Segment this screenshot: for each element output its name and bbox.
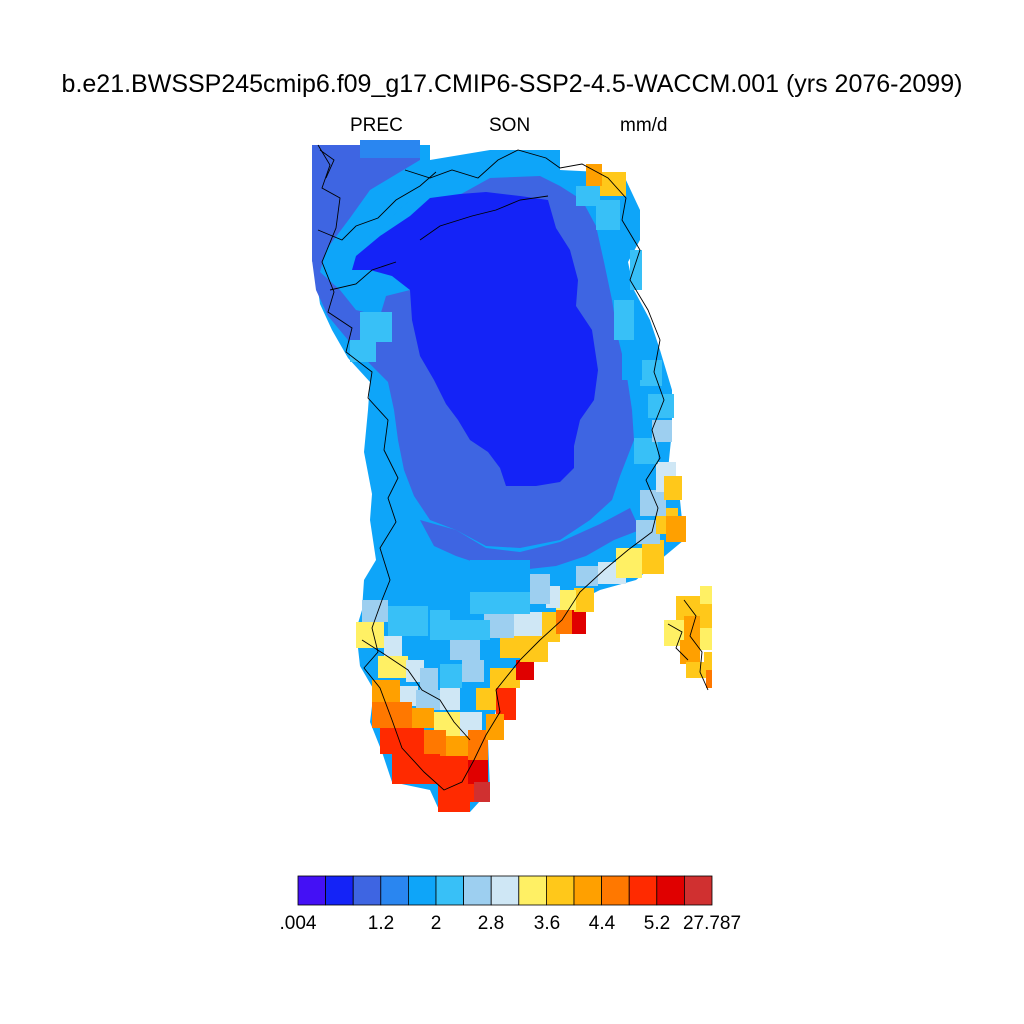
map-cell xyxy=(514,612,542,636)
colorbar-box xyxy=(352,875,382,906)
map-cell xyxy=(378,656,408,678)
map-cell xyxy=(706,670,712,688)
colorbar-box xyxy=(435,875,465,906)
colorbar-box xyxy=(656,875,685,906)
map-cell xyxy=(400,686,418,706)
map-cell xyxy=(486,714,504,740)
map-cell xyxy=(630,250,642,290)
map-cell xyxy=(586,164,602,186)
map-cell xyxy=(500,636,522,658)
colorbar-tick-label: 3.6 xyxy=(533,913,561,934)
map-cell xyxy=(440,664,462,688)
grid-cells xyxy=(312,140,712,812)
colorbar-tick-label: 2.8 xyxy=(477,913,505,934)
map-cell xyxy=(652,420,672,442)
colorbar-box xyxy=(490,875,520,906)
map-cell xyxy=(700,586,712,606)
map-cell xyxy=(416,690,440,710)
map-cell xyxy=(470,560,530,590)
map-cell xyxy=(572,608,586,634)
map-cell xyxy=(642,540,664,574)
map-cell xyxy=(372,702,412,728)
map-cell xyxy=(684,616,702,640)
map-cell xyxy=(614,300,634,340)
map-cell xyxy=(700,628,712,650)
map-cell xyxy=(362,600,388,622)
map-cell xyxy=(666,516,686,542)
map-cell xyxy=(616,548,642,578)
map-cell xyxy=(634,438,658,464)
map-cell xyxy=(530,574,550,604)
map-cell xyxy=(516,660,534,680)
variable-label: PREC xyxy=(350,115,403,136)
map-cell xyxy=(350,340,376,362)
map-cell xyxy=(430,610,450,640)
season-label: SON xyxy=(489,115,531,136)
map-cell xyxy=(474,782,490,802)
map-cell xyxy=(476,688,496,710)
colorbar-box xyxy=(546,875,575,906)
colorbar-box xyxy=(628,875,658,906)
map-cell xyxy=(556,590,576,610)
map-cell xyxy=(496,688,516,720)
map-cell xyxy=(446,736,468,760)
plot-title: b.e21.BWSSP245cmip6.f09_g17.CMIP6-SSP2-4… xyxy=(61,70,963,98)
map-region xyxy=(352,192,598,486)
map-cell xyxy=(664,476,682,500)
colorbar-box xyxy=(407,875,437,906)
map-cell xyxy=(384,636,402,656)
map-cell xyxy=(468,730,488,764)
map-cell xyxy=(380,728,424,754)
colorbar-box xyxy=(573,875,603,906)
map-cell xyxy=(462,660,484,682)
map-cell xyxy=(460,784,474,802)
colorbar-tick-label: 1.2 xyxy=(367,913,395,934)
colorbar-box xyxy=(601,875,630,906)
map-cell xyxy=(360,140,420,158)
colorbar-boxes xyxy=(297,875,713,906)
colorbar-box xyxy=(684,875,713,906)
map-cell xyxy=(490,668,520,688)
map-cell xyxy=(356,622,384,648)
map-cell xyxy=(424,730,446,758)
map-cell xyxy=(406,660,424,682)
colorbar-tick-label: 2 xyxy=(430,913,442,934)
map-cell xyxy=(388,606,428,636)
map-cell xyxy=(470,592,530,614)
colorbar-box xyxy=(518,875,547,906)
map-cell xyxy=(576,186,600,206)
map-cell xyxy=(360,312,392,342)
units-label: mm/d xyxy=(620,115,668,136)
coastline xyxy=(317,144,709,791)
map-cell xyxy=(648,394,674,418)
map-cell xyxy=(704,652,712,670)
map-cell xyxy=(664,620,686,646)
colorbar-box xyxy=(463,875,492,906)
map-cell xyxy=(450,620,490,640)
colorbar-tick-label: .004 xyxy=(279,913,317,934)
map-region xyxy=(314,150,360,198)
map-cell xyxy=(420,668,438,690)
colorbar-box xyxy=(325,875,354,906)
map-cell xyxy=(640,490,666,516)
colorbar-tick-label: 5.2 xyxy=(643,913,671,934)
map-cell xyxy=(450,640,480,660)
map-cell xyxy=(468,760,488,786)
map-cell xyxy=(680,640,700,664)
map-cell xyxy=(700,604,712,628)
colorbar-box xyxy=(297,875,327,906)
colorbar-tick-label: 27.787 xyxy=(682,913,742,934)
colorbar-tick-label: 4.4 xyxy=(588,913,616,934)
map-region xyxy=(420,508,640,570)
colorbar-box xyxy=(380,875,409,906)
map-cell xyxy=(412,708,434,728)
map-cell xyxy=(440,688,460,710)
map-region xyxy=(360,160,440,238)
map-cell xyxy=(622,340,642,380)
